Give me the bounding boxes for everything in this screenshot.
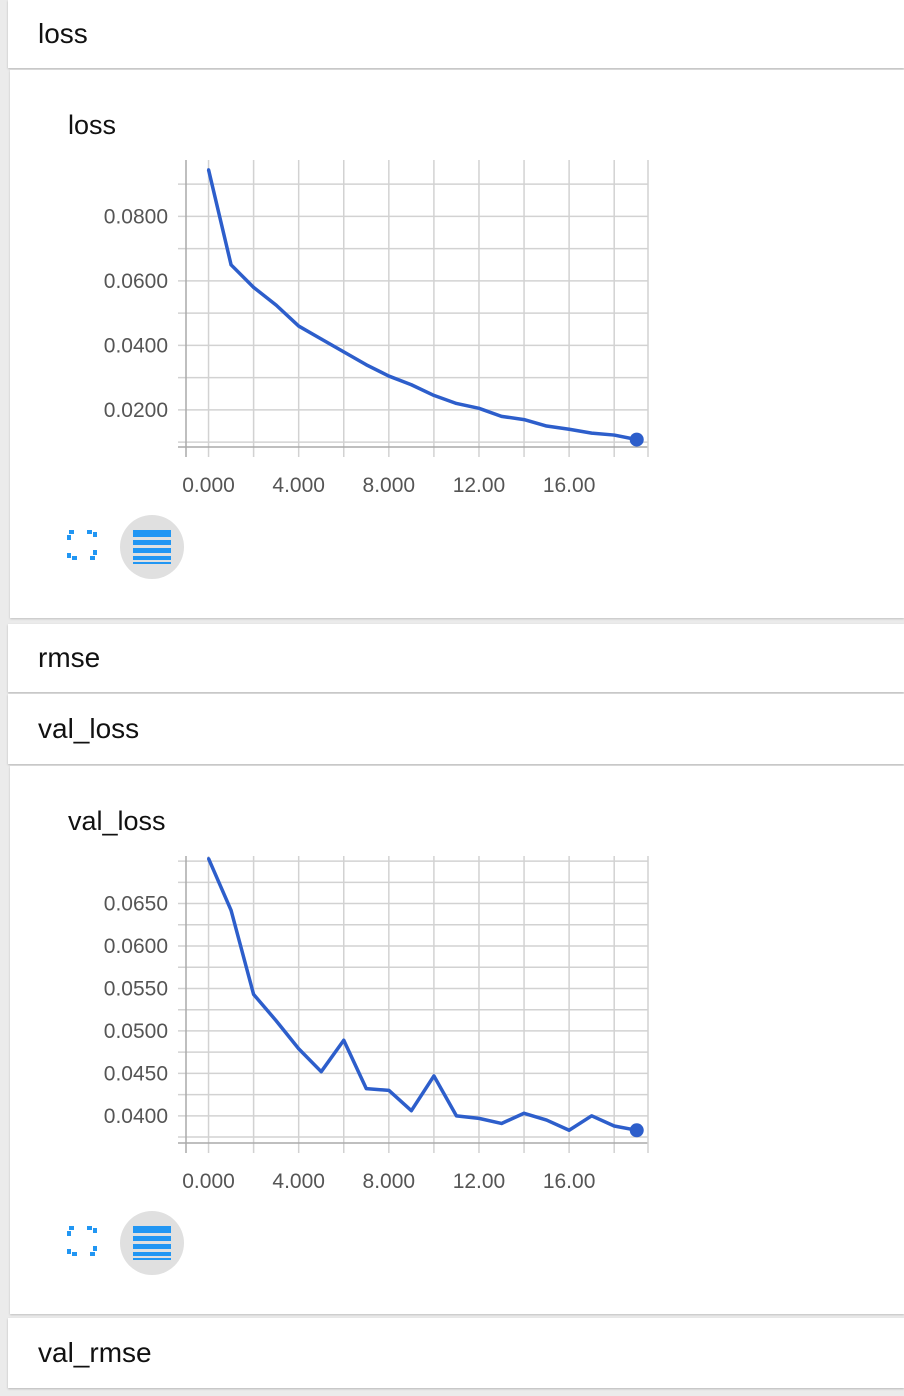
chart-card-val-loss: val_loss 0.0400 0.0450 0.0500 0.0550 0.0600 0… [10,766,904,1314]
data-point[interactable] [612,433,616,437]
expand-chart-button[interactable] [65,528,99,562]
y-tick-label: 0.0550 [104,977,168,1000]
last-point-marker[interactable] [629,1123,644,1138]
data-point[interactable] [364,363,368,367]
section-header-label: val_rmse [38,1337,152,1368]
y-tick-label: 0.0650 [104,893,168,916]
y-tick-label: 0.0600 [104,935,168,958]
data-point[interactable] [545,1118,549,1122]
data-point[interactable] [522,418,526,422]
data-point[interactable] [477,1116,481,1120]
data-point[interactable] [342,1038,346,1042]
section-header-label: val_loss [38,713,140,744]
x-tick-label: 8.000 [363,1170,416,1193]
series-line [206,169,638,442]
chart-card-loss: loss 0.0200 0.0400 0.0600 0.0800 0.000 4.000 8… [10,70,904,618]
y-tick-label: 0.0500 [104,1020,168,1043]
data-point[interactable] [409,1109,413,1113]
y-tick-label: 0.0800 [104,205,168,228]
last-point-marker[interactable] [629,432,644,447]
data-table-icon [133,1226,171,1260]
show-data-button[interactable] [120,1211,184,1275]
x-tick-label: 4.000 [272,1170,325,1193]
data-point[interactable] [274,1019,278,1023]
series-line [206,857,638,1133]
y-tick-label: 0.0400 [104,1105,168,1128]
data-point[interactable] [387,374,391,378]
data-point[interactable] [409,383,413,387]
section-header-val-rmse[interactable]: val_rmse [8,1318,904,1388]
data-point[interactable] [454,1114,458,1118]
data-point[interactable] [252,992,256,996]
data-point[interactable] [500,1121,504,1125]
section-header-label: loss [38,18,88,49]
show-data-button[interactable] [120,515,184,579]
fullscreen-expand-icon [67,530,97,560]
y-tick-label: 0.0400 [104,334,168,357]
x-tick-label: 16.00 [543,474,596,497]
data-point[interactable] [590,1114,594,1118]
data-point[interactable] [207,857,211,861]
x-tick-label: 0.000 [182,474,235,497]
fullscreen-expand-icon [67,1226,97,1256]
data-table-icon [133,530,171,564]
data-point[interactable] [297,324,301,328]
data-point[interactable] [229,908,233,912]
data-point[interactable] [432,393,436,397]
data-point[interactable] [274,303,278,307]
data-point[interactable] [477,406,481,410]
data-point[interactable] [207,168,211,172]
data-point[interactable] [567,1128,571,1132]
y-tick-label: 0.0200 [104,399,168,422]
data-point[interactable] [229,263,233,267]
data-point[interactable] [342,350,346,354]
data-point[interactable] [432,1074,436,1078]
x-tick-label: 4.000 [272,474,325,497]
line-chart-val-loss: 0.0400 0.0450 0.0500 0.0550 0.0600 0.0650 0.00… [104,856,649,1193]
chart-title: loss [68,110,117,140]
chart-title: val_loss [68,806,166,836]
data-point[interactable] [319,337,323,341]
section-header-label: rmse [38,642,101,673]
section-header-rmse[interactable]: rmse [8,624,904,692]
data-point[interactable] [319,1070,323,1074]
data-point[interactable] [500,414,504,418]
x-tick-label: 16.00 [543,1170,596,1193]
x-tick-label: 0.000 [182,1170,235,1193]
x-tick-label: 12.00 [453,1170,506,1193]
x-tick-label: 8.000 [363,474,416,497]
section-header-val-loss[interactable]: val_loss [8,694,904,764]
data-point[interactable] [522,1111,526,1115]
data-point[interactable] [590,431,594,435]
section-header-loss[interactable]: loss [8,0,904,68]
y-tick-label: 0.0600 [104,270,168,293]
line-chart-loss: 0.0200 0.0400 0.0600 0.0800 0.000 4.000 8.000 1… [104,160,649,497]
expand-chart-button[interactable] [65,1224,99,1258]
data-point[interactable] [252,285,256,289]
data-point[interactable] [297,1047,301,1051]
x-tick-label: 12.00 [453,474,506,497]
data-point[interactable] [567,427,571,431]
data-point[interactable] [612,1124,616,1128]
data-point[interactable] [545,424,549,428]
data-point[interactable] [454,401,458,405]
y-tick-label: 0.0450 [104,1062,168,1085]
data-point[interactable] [364,1087,368,1091]
data-point[interactable] [387,1088,391,1092]
